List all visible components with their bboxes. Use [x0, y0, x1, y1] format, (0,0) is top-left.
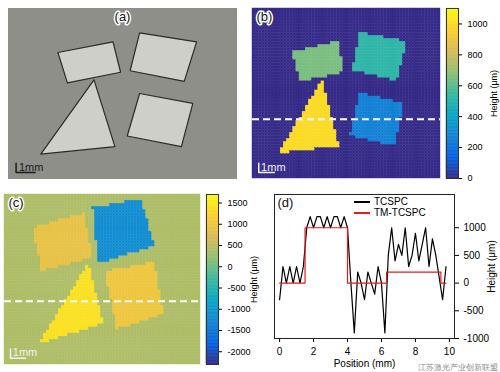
svg-text:0: 0: [464, 277, 470, 288]
svg-text:600: 600: [468, 81, 483, 91]
svg-text:1mm: 1mm: [261, 161, 285, 173]
svg-text:6: 6: [379, 346, 385, 357]
svg-text:500: 500: [228, 240, 243, 250]
svg-text:(a): (a): [115, 9, 131, 24]
svg-text:(d): (d): [278, 195, 294, 210]
svg-text:(c): (c): [9, 195, 24, 210]
svg-text:Height (μm): Height (μm): [489, 70, 499, 117]
svg-text:200: 200: [468, 142, 483, 152]
svg-text:Height (μm): Height (μm): [249, 256, 259, 303]
svg-text:8: 8: [413, 346, 419, 357]
svg-text:800: 800: [468, 50, 483, 60]
svg-text:2: 2: [311, 346, 317, 357]
html-text:江苏激光产业创新联盟: 江苏激光产业创新联盟: [418, 363, 498, 372]
svg-text:0: 0: [277, 346, 283, 357]
svg-text:-500: -500: [464, 305, 484, 316]
svg-text:4: 4: [345, 346, 351, 357]
html-text:TCSPC: TCSPC: [374, 196, 408, 207]
svg-text:-1000: -1000: [464, 333, 490, 344]
svg-text:1000: 1000: [228, 219, 248, 229]
svg-text:-2000: -2000: [228, 347, 251, 357]
svg-text:1500: 1500: [228, 198, 248, 208]
svg-text:0: 0: [468, 173, 473, 183]
svg-text:1mm: 1mm: [19, 161, 43, 173]
svg-text:400: 400: [468, 112, 483, 122]
svg-text:1000: 1000: [468, 19, 488, 29]
svg-text:-500: -500: [228, 283, 246, 293]
svg-text:-1000: -1000: [228, 304, 251, 314]
svg-text:Height (μm): Height (μm): [486, 240, 497, 292]
html-text:TM-TCSPC: TM-TCSPC: [374, 207, 426, 218]
svg-text:500: 500: [464, 250, 481, 261]
svg-text:-1500: -1500: [228, 325, 251, 335]
svg-text:1000: 1000: [464, 222, 487, 233]
svg-text:(b): (b): [257, 9, 273, 24]
svg-text:0: 0: [228, 262, 233, 272]
svg-text:Position (mm): Position (mm): [334, 358, 396, 369]
svg-text:10: 10: [444, 346, 456, 357]
svg-text:1mm: 1mm: [13, 346, 37, 358]
